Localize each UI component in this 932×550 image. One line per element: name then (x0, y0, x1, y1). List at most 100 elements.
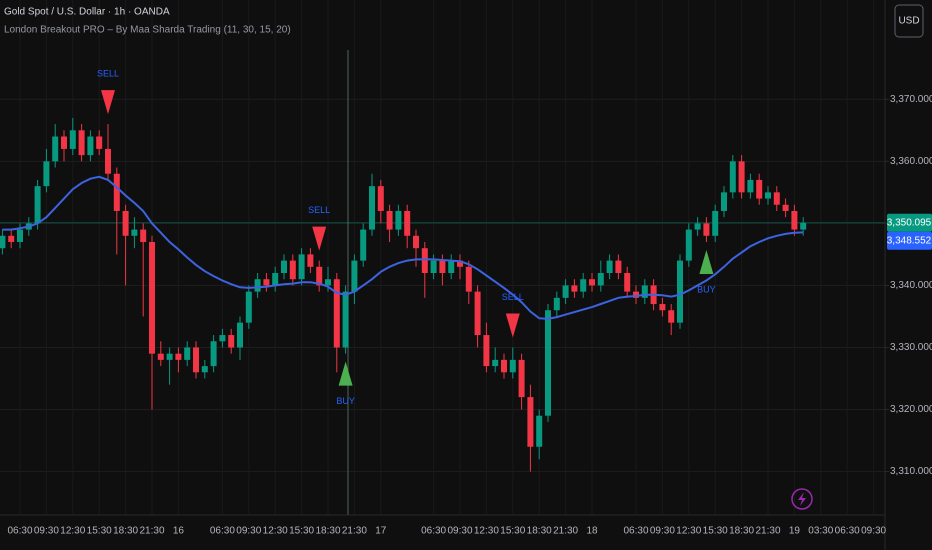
candle-body (589, 279, 595, 286)
candle-body (800, 222, 807, 230)
candle-body (184, 347, 191, 360)
x-tick-label: 12:30 (263, 526, 288, 537)
price-label: 3,348.552 (887, 235, 932, 246)
y-tick-label: 3,360.000 (890, 156, 932, 167)
candle-body (597, 273, 604, 286)
candle-body (518, 359, 525, 398)
x-tick-label: 06:30 (7, 526, 32, 537)
x-tick-label: 21:30 (342, 526, 367, 537)
candle-body (307, 254, 314, 267)
candle-body (677, 260, 683, 323)
candle-body (157, 353, 164, 360)
candle-body (421, 248, 428, 274)
x-tick-label: 16 (173, 526, 185, 537)
x-tick-label: 18:30 (729, 526, 754, 537)
candle-body (342, 291, 349, 348)
candle-body (316, 266, 323, 286)
candle-body (105, 148, 111, 174)
candle-body (96, 136, 103, 149)
candle-body (263, 279, 270, 286)
candle-body (351, 260, 358, 292)
indicator-title: London Breakout PRO – By Maa Sharda Trad… (4, 25, 291, 36)
candle-body (580, 279, 587, 292)
candle-body (122, 210, 129, 236)
x-tick-label: 15:30 (87, 526, 112, 537)
candle-body (615, 260, 622, 274)
alert-bolt[interactable] (798, 492, 806, 506)
signal-marker (505, 313, 520, 338)
x-tick-label: 19 (789, 526, 801, 537)
candle-body (113, 173, 120, 211)
candle-body (712, 210, 719, 236)
candle-body (325, 279, 331, 286)
candle-body (201, 366, 208, 373)
y-tick-label: 3,340.000 (890, 280, 932, 291)
candle-body (131, 229, 138, 236)
signal-marker (312, 226, 327, 251)
x-tick-label: 18 (586, 526, 598, 537)
candle-body (765, 192, 771, 199)
x-tick-label: 09:30 (447, 526, 472, 537)
x-tick-label: 21:30 (139, 526, 164, 537)
candle-body (78, 130, 85, 156)
candle-body (360, 229, 367, 261)
candle-body (210, 341, 217, 367)
candle-body (747, 179, 754, 193)
x-tick-label: 21:30 (755, 526, 780, 537)
candle-body (404, 210, 411, 236)
candle-body (791, 210, 798, 230)
signal-label: BUY (697, 284, 716, 294)
currency-button[interactable] (894, 4, 924, 38)
x-tick-label: 12:30 (60, 526, 85, 537)
candle-body (474, 291, 481, 336)
candle-body (553, 297, 560, 311)
price-label-box (887, 231, 932, 250)
y-tick-label: 3,370.000 (890, 94, 932, 105)
candle-body (289, 260, 296, 280)
y-tick-label: 3,320.000 (890, 404, 932, 415)
ma-line (2, 175, 804, 320)
y-tick-label: 3,310.000 (890, 466, 932, 477)
signal-marker (338, 361, 353, 386)
candle-body (0, 235, 6, 249)
candle-body (298, 254, 305, 280)
x-tick-label: 03:30 (808, 526, 833, 537)
candle-body (738, 161, 745, 193)
candle-body (228, 335, 235, 348)
y-tick-label: 3,330.000 (890, 342, 932, 353)
alert-icon[interactable] (791, 488, 813, 510)
candle-body (8, 235, 15, 242)
candle-body (703, 223, 710, 236)
candle-body (386, 210, 393, 230)
x-tick-label: 15:30 (500, 526, 525, 537)
candle-body (782, 204, 789, 211)
candle-body (272, 273, 279, 286)
x-tick-label: 17 (375, 526, 387, 537)
x-tick-label: 18:30 (113, 526, 138, 537)
alert-circle[interactable] (791, 488, 813, 510)
candle-body (333, 279, 340, 348)
candle-body (721, 192, 727, 211)
candle-body (457, 260, 463, 267)
currency-label[interactable]: USD (898, 16, 919, 27)
candle-body (34, 186, 41, 224)
candle-body (69, 130, 76, 149)
candle-body (536, 415, 543, 447)
candle-body (140, 229, 147, 242)
signal-label: SELL (308, 205, 330, 215)
candle-body (624, 273, 631, 292)
candle-body (527, 397, 534, 447)
candle-body (483, 335, 490, 367)
candle-body (175, 353, 182, 360)
signal-label: BUY (336, 396, 355, 406)
chart-title: Gold Spot / U.S. Dollar · 1h · OANDA (4, 7, 170, 18)
x-tick-label: 09:30 (650, 526, 675, 537)
candle-body (668, 310, 675, 323)
x-tick-label: 15:30 (289, 526, 314, 537)
candle-body (430, 260, 437, 274)
x-tick-label: 15:30 (703, 526, 728, 537)
x-tick-label: 06:30 (210, 526, 235, 537)
candle-body (501, 359, 507, 373)
